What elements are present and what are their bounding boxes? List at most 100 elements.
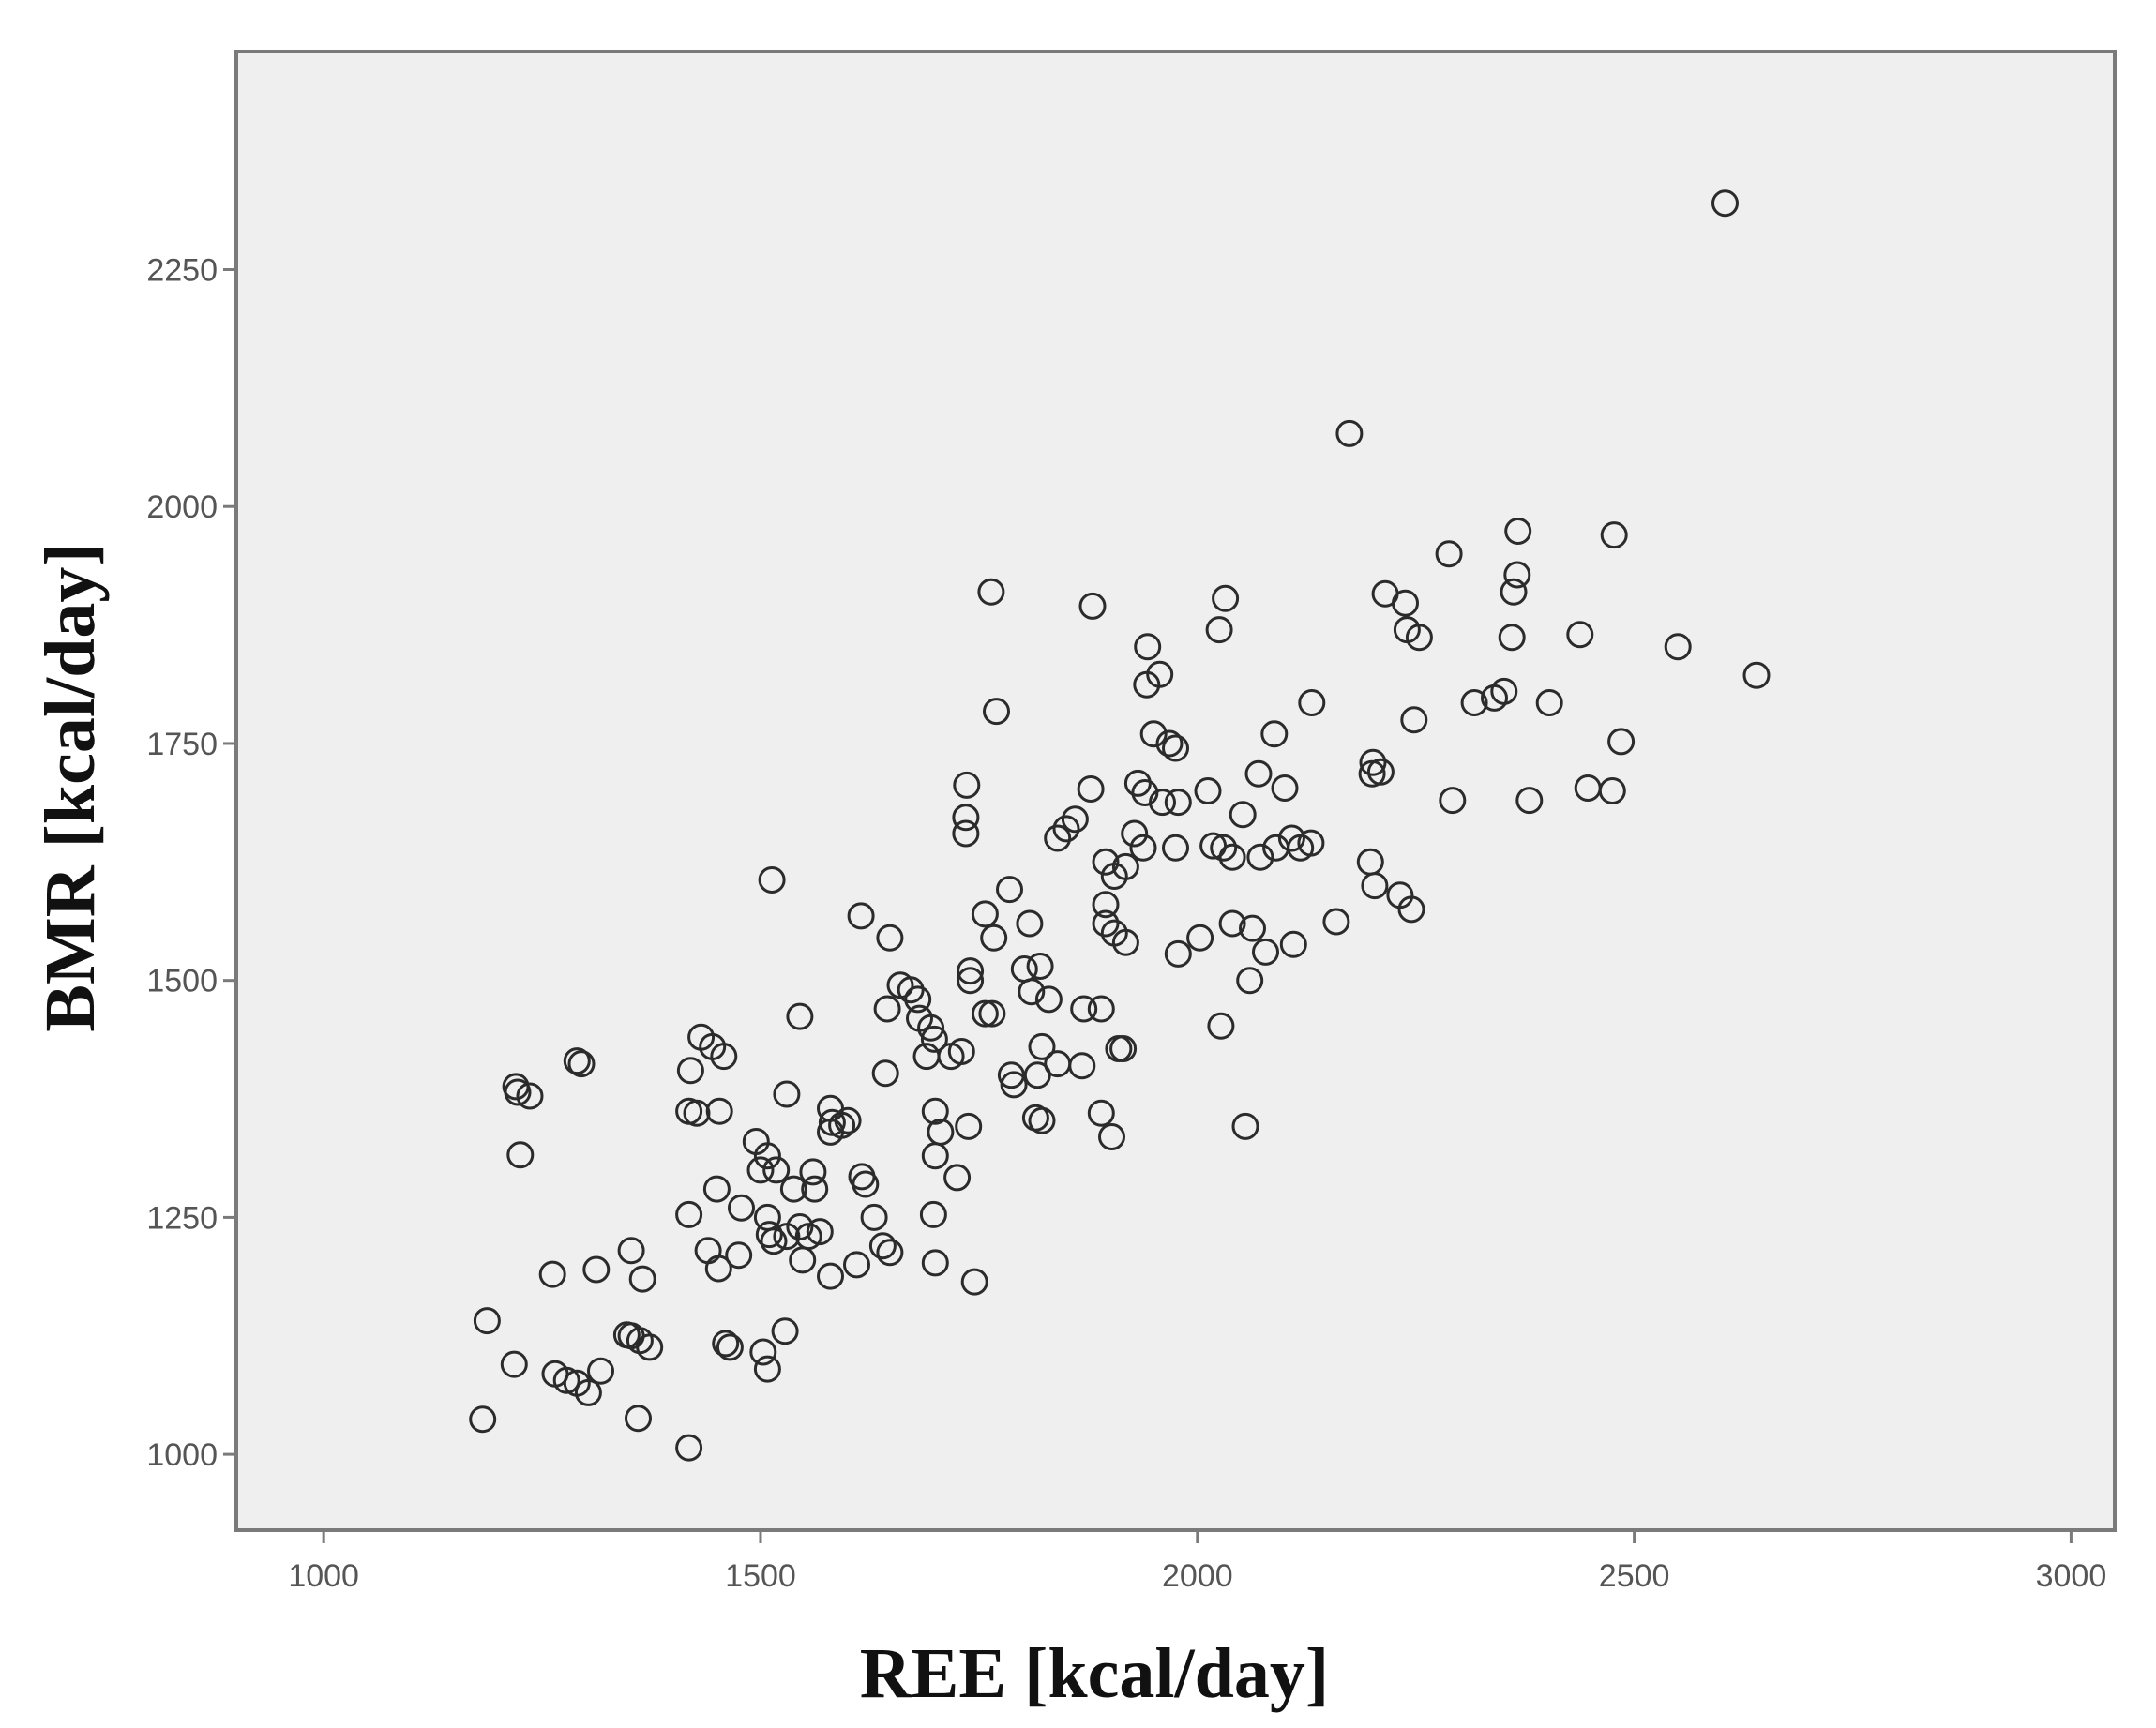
data-point [1087,1099,1115,1127]
data-point [1711,189,1739,218]
data-point [1435,540,1463,568]
data-point [852,1170,880,1198]
data-point [1359,748,1387,776]
data-point [1218,909,1246,938]
data-point [1598,777,1626,804]
x-tick-label: 2000 [1162,1558,1233,1594]
data-point [758,866,786,894]
data-point [1092,848,1120,876]
x-axis: 1000 1500 2000 2500 3000 [288,1530,2106,1594]
data-point [1109,1035,1138,1062]
data-point [1260,720,1289,748]
data-point [1092,891,1120,919]
data-point [1162,834,1189,862]
data-point [1490,677,1518,705]
x-tick-label: 2500 [1599,1558,1670,1594]
y-axis: 1000 1250 1500 1750 2000 2250 [146,253,236,1473]
data-point [1044,824,1072,852]
data-point [574,1378,602,1406]
data-point [1236,967,1264,995]
data-point [1186,924,1214,952]
y-tick-label: 2250 [146,253,218,289]
data-point [1500,578,1528,606]
data-point [1134,633,1162,661]
data-point [860,1203,888,1231]
data-point [1400,706,1428,734]
data-point [473,1307,501,1335]
data-point [702,1175,731,1203]
data-point [868,1232,897,1260]
data-point [1231,1112,1259,1140]
data-point [1246,843,1274,871]
data-point [1298,689,1326,716]
data-point [786,1002,814,1030]
data-point [1297,829,1325,857]
data-point [552,1366,580,1394]
data-point [1405,624,1433,652]
data-point [921,1249,949,1277]
data-point [582,1255,611,1284]
data-point [749,1338,777,1366]
data-point [843,1251,870,1279]
data-point [1087,995,1115,1023]
data-point [1515,787,1544,815]
data-point [921,1142,949,1170]
data-point [1207,1012,1235,1040]
data-point [1155,729,1184,758]
data-point [1252,938,1279,966]
data-point [506,1141,535,1169]
data-point [725,1241,753,1270]
data-point [779,1175,807,1203]
data-point [917,1014,945,1042]
data-point [1535,689,1563,716]
data-point [1439,787,1467,815]
data-point [1111,852,1139,880]
data-point [1504,518,1532,545]
y-tick-label: 1000 [146,1437,218,1473]
y-tick-label: 2000 [146,489,218,525]
x-tick-label: 1500 [725,1558,796,1594]
data-point [712,1330,740,1358]
data-point [817,1118,844,1146]
data-point [786,1213,814,1240]
data-point [1600,521,1628,549]
data-point [1322,908,1350,936]
data-point [1098,1123,1125,1150]
data-point [567,1050,596,1078]
data-point [1092,909,1120,938]
data-point [919,1200,947,1228]
data-point [710,1043,738,1071]
data-point [921,1097,949,1125]
data-point [897,976,925,1004]
data-point [762,1156,791,1184]
data-point [628,1265,656,1293]
data-point [1607,728,1636,756]
data-point [1460,689,1488,716]
data-point [1139,720,1168,748]
data-point [1070,995,1098,1023]
data-point [1218,843,1246,871]
data-point [755,1221,783,1249]
data-point [1244,759,1273,788]
data-point [1026,953,1054,980]
data-point [920,1025,948,1053]
data-point [971,900,999,928]
data-point [806,1218,834,1246]
data-point [587,1357,614,1385]
y-tick-label: 1500 [146,964,218,999]
data-points [469,189,1771,1462]
data-point [675,1200,703,1228]
data-point [957,957,985,985]
data-point [1061,805,1089,834]
data-point [1121,819,1149,848]
y-tick-label: 1250 [146,1200,218,1236]
data-point [1034,985,1063,1014]
data-point [716,1333,744,1361]
data-point [625,1405,652,1433]
data-point [1052,815,1080,843]
data-point [636,1333,664,1361]
data-point [773,1080,801,1108]
data-point [871,1059,899,1088]
data-point [1566,621,1594,649]
data-point [538,1260,566,1288]
